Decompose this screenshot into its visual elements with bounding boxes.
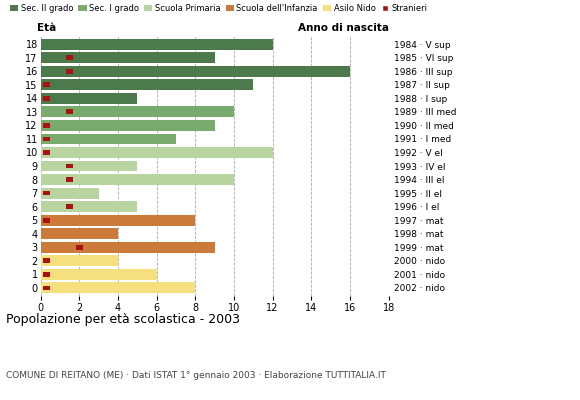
FancyBboxPatch shape (66, 164, 73, 168)
Bar (41, 269, 157, 280)
FancyBboxPatch shape (66, 69, 73, 74)
Text: Età: Età (37, 23, 56, 33)
Bar (41, 255, 118, 266)
Legend: Sec. II grado, Sec. I grado, Scuola Primaria, Scuola dell'Infanzia, Asilo Nido, : Sec. II grado, Sec. I grado, Scuola Prim… (10, 4, 427, 13)
Bar (41, 39, 273, 50)
Bar (41, 188, 99, 198)
FancyBboxPatch shape (43, 191, 50, 196)
Bar (41, 147, 273, 158)
FancyBboxPatch shape (76, 245, 82, 250)
Bar (41, 160, 137, 172)
Bar (41, 228, 118, 239)
FancyBboxPatch shape (66, 55, 73, 60)
FancyBboxPatch shape (43, 272, 50, 277)
Bar (41, 79, 253, 90)
FancyBboxPatch shape (43, 258, 50, 263)
Bar (41, 106, 234, 117)
Bar (41, 174, 234, 185)
Bar (41, 282, 195, 293)
FancyBboxPatch shape (66, 177, 73, 182)
FancyBboxPatch shape (43, 96, 50, 101)
Bar (41, 93, 137, 104)
Bar (41, 134, 176, 144)
FancyBboxPatch shape (43, 123, 50, 128)
FancyBboxPatch shape (43, 136, 50, 141)
FancyBboxPatch shape (43, 286, 50, 290)
Bar (41, 201, 137, 212)
Text: Popolazione per età scolastica - 2003: Popolazione per età scolastica - 2003 (6, 313, 240, 326)
Bar (41, 52, 215, 63)
Bar (41, 66, 350, 77)
Text: Anno di nascita: Anno di nascita (298, 23, 389, 33)
FancyBboxPatch shape (43, 82, 50, 87)
Bar (41, 120, 215, 131)
Bar (41, 215, 195, 226)
FancyBboxPatch shape (43, 150, 50, 155)
Bar (41, 242, 215, 253)
Text: COMUNE DI REITANO (ME) · Dati ISTAT 1° gennaio 2003 · Elaborazione TUTTITALIA.IT: COMUNE DI REITANO (ME) · Dati ISTAT 1° g… (6, 371, 386, 380)
FancyBboxPatch shape (66, 110, 73, 114)
FancyBboxPatch shape (66, 204, 73, 209)
FancyBboxPatch shape (43, 218, 50, 222)
